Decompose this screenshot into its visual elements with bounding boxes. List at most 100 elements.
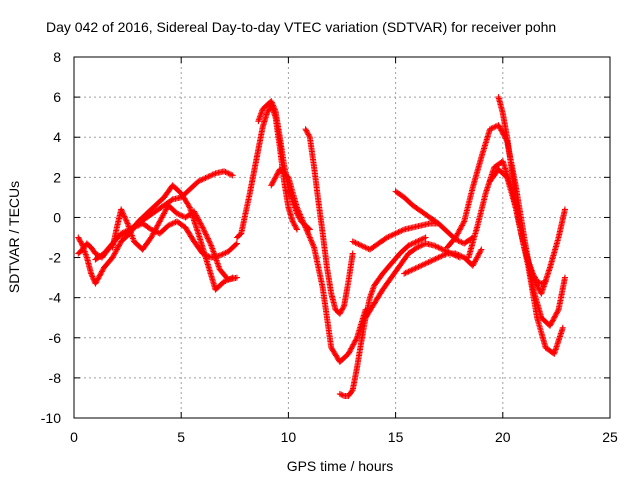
data-point <box>438 253 445 260</box>
data-point <box>534 283 541 290</box>
data-point <box>454 230 461 237</box>
data-point <box>406 267 413 274</box>
data-point <box>201 228 208 235</box>
data-point <box>530 275 537 282</box>
data-point <box>222 249 229 256</box>
data-point <box>303 128 310 135</box>
data-point <box>151 229 158 236</box>
data-point <box>531 278 538 285</box>
data-point <box>233 240 240 247</box>
y-tick-label: 8 <box>53 49 61 65</box>
data-point <box>297 211 304 218</box>
data-point <box>531 277 538 284</box>
data-point <box>388 232 395 239</box>
data-point <box>561 274 568 281</box>
series-arc-7 <box>268 166 369 365</box>
data-point <box>206 172 213 179</box>
data-point <box>439 252 446 259</box>
data-point <box>418 236 425 243</box>
data-point <box>412 265 419 272</box>
data-point <box>78 239 85 246</box>
data-point <box>401 270 408 277</box>
data-point <box>435 244 442 251</box>
data-point <box>301 223 308 230</box>
data-point <box>455 251 462 258</box>
grid-lines <box>74 57 610 418</box>
data-point <box>77 238 84 245</box>
data-point <box>419 235 426 242</box>
data-point <box>308 238 315 245</box>
data-point <box>356 241 363 248</box>
data-point <box>119 209 126 216</box>
data-point <box>478 246 485 253</box>
x-tick-label: 0 <box>70 429 78 445</box>
data-point <box>121 229 128 236</box>
data-point <box>336 310 343 317</box>
data-point <box>114 245 121 252</box>
data-point <box>442 251 449 258</box>
data-point <box>218 251 225 258</box>
y-tick-label: -4 <box>49 290 62 306</box>
data-point <box>533 281 540 288</box>
data-point <box>211 170 218 177</box>
data-point <box>338 308 345 315</box>
data-point <box>303 227 310 234</box>
data-point <box>205 236 212 243</box>
data-point <box>454 231 461 238</box>
data-point <box>432 255 439 262</box>
data-point <box>122 216 129 223</box>
data-point <box>554 309 561 316</box>
data-point <box>349 238 356 245</box>
data-point <box>199 176 206 183</box>
data-point <box>160 211 167 218</box>
data-point <box>309 240 316 247</box>
data-point <box>92 280 99 287</box>
data-point <box>426 258 433 265</box>
data-point <box>229 172 236 179</box>
data-point <box>456 252 463 259</box>
data-point <box>119 229 126 236</box>
data-point <box>228 171 235 178</box>
data-point <box>304 228 311 235</box>
data-point <box>551 314 558 321</box>
data-point <box>111 251 118 258</box>
data-point <box>422 234 429 241</box>
data-point <box>123 217 130 224</box>
data-point <box>293 204 300 211</box>
data-point <box>421 261 428 268</box>
y-tick-label: 6 <box>53 89 61 105</box>
data-point <box>438 245 445 252</box>
data-point <box>89 274 96 281</box>
y-tick-label: -10 <box>41 410 61 426</box>
series-arc-9 <box>336 234 429 399</box>
data-point <box>408 267 415 274</box>
data-point <box>389 231 396 238</box>
data-point <box>425 259 432 266</box>
data-point <box>198 177 205 184</box>
data-point <box>201 175 208 182</box>
data-point <box>122 214 129 221</box>
data-point <box>339 305 346 312</box>
data-point <box>221 278 228 285</box>
data-point <box>476 250 483 257</box>
data-point <box>290 219 297 226</box>
data-point <box>152 226 159 233</box>
series-arc-5 <box>233 102 300 241</box>
data-point <box>419 241 426 248</box>
data-point <box>474 254 481 261</box>
data-point <box>412 239 419 246</box>
data-point <box>362 244 369 251</box>
data-point <box>204 235 211 242</box>
data-point <box>273 171 280 178</box>
data-point <box>384 234 391 241</box>
data-point <box>196 217 203 224</box>
data-point <box>88 272 95 279</box>
data-point <box>300 218 307 225</box>
data-point <box>358 242 365 249</box>
data-point <box>488 125 495 132</box>
data-point <box>421 235 428 242</box>
data-point <box>346 348 353 355</box>
data-point <box>271 106 278 113</box>
series-arc-17 <box>486 166 568 297</box>
